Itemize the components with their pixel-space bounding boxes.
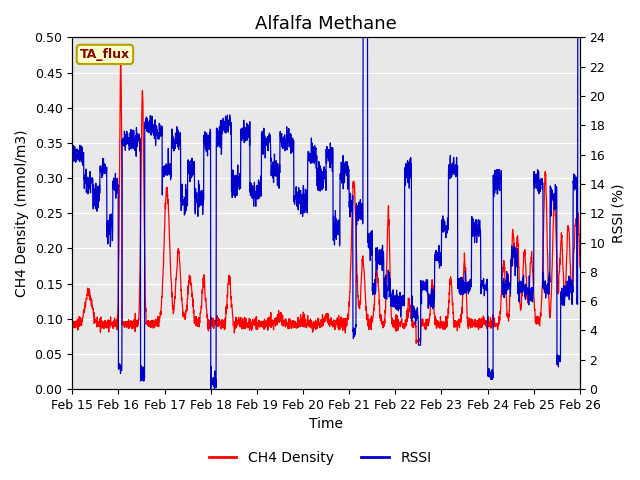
Legend: CH4 Density, RSSI: CH4 Density, RSSI [203,445,437,471]
X-axis label: Time: Time [309,418,343,432]
Y-axis label: RSSI (%): RSSI (%) [611,183,625,243]
Text: TA_flux: TA_flux [80,48,130,61]
Title: Alfalfa Methane: Alfalfa Methane [255,15,397,33]
Y-axis label: CH4 Density (mmol/m3): CH4 Density (mmol/m3) [15,130,29,297]
